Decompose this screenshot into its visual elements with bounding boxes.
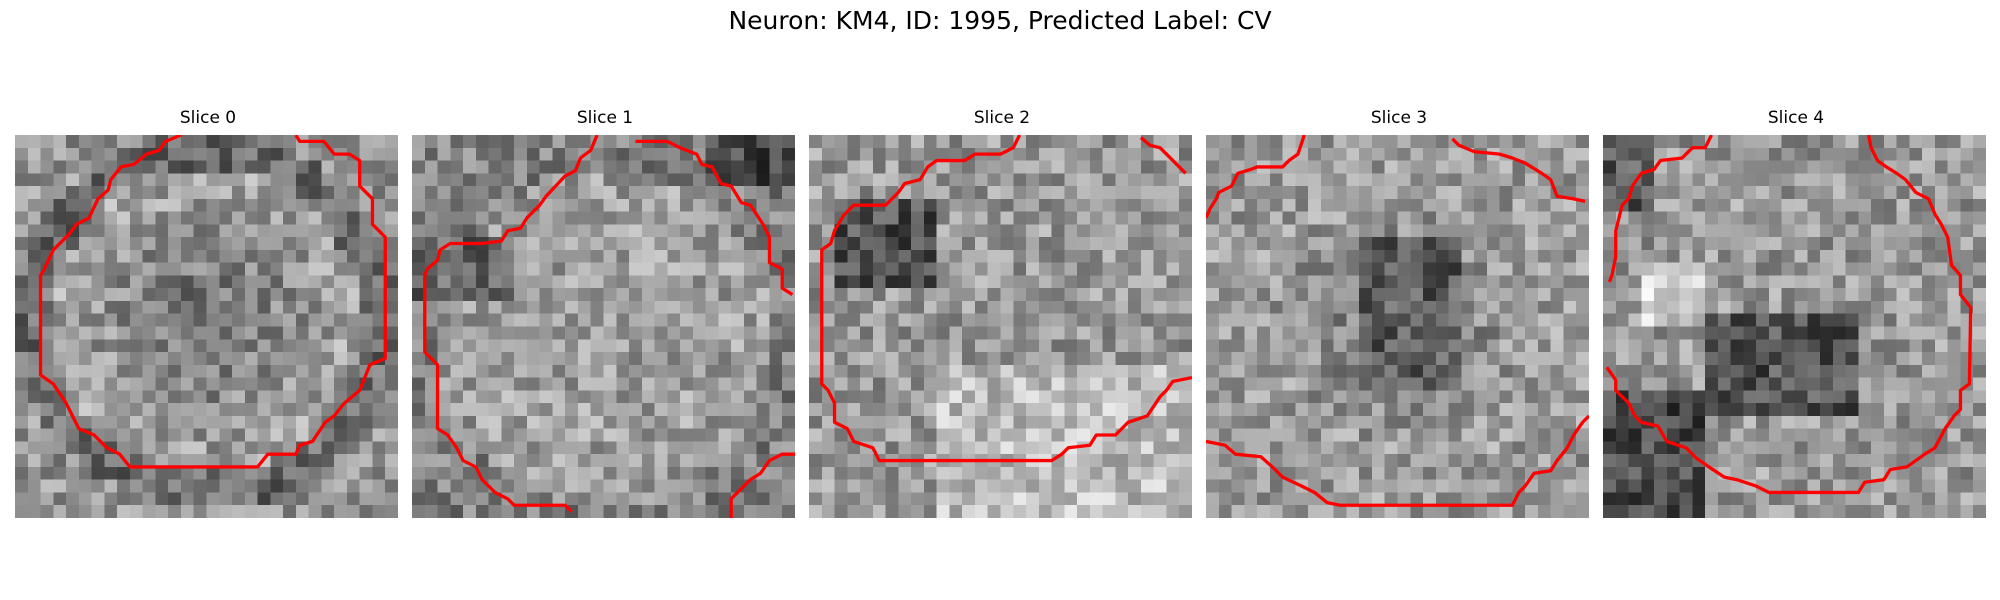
pixel-grid bbox=[1206, 135, 1589, 518]
slice-title: Slice 3 bbox=[1370, 108, 1428, 128]
slice-image bbox=[412, 135, 795, 518]
slice-image bbox=[15, 135, 398, 518]
figure-title: Neuron: KM4, ID: 1995, Predicted Label: … bbox=[728, 6, 1272, 35]
pixel-grid bbox=[1603, 135, 1986, 518]
slice-image bbox=[1206, 135, 1589, 518]
slice-title: Slice 2 bbox=[973, 108, 1031, 128]
pixel-grid bbox=[412, 135, 795, 518]
contour-line bbox=[423, 135, 795, 518]
slice-image bbox=[1603, 135, 1986, 518]
slice-title: Slice 4 bbox=[1767, 108, 1825, 128]
contour-line bbox=[38, 135, 387, 469]
contour-line bbox=[820, 135, 1192, 463]
pixel-grid bbox=[15, 135, 398, 518]
contour-line bbox=[1206, 135, 1589, 507]
contour-line bbox=[1605, 135, 1973, 495]
slice-title: Slice 1 bbox=[576, 108, 634, 128]
slice-title: Slice 0 bbox=[179, 108, 237, 128]
slice-image bbox=[809, 135, 1192, 518]
